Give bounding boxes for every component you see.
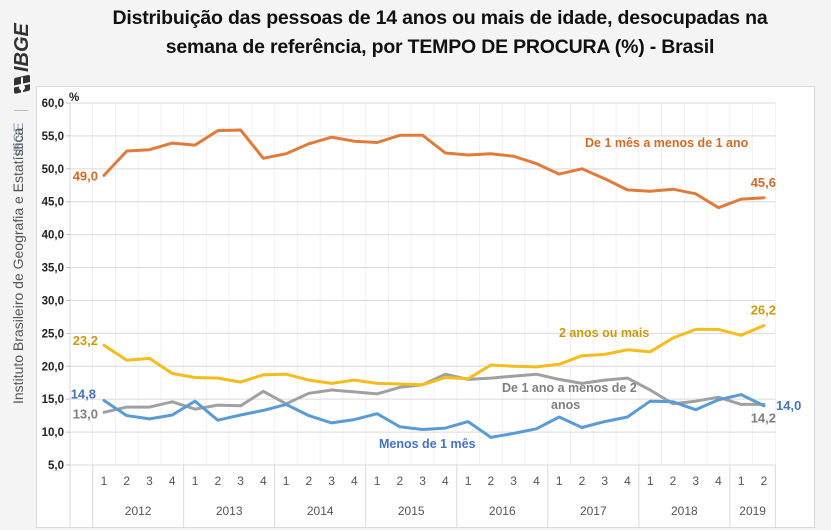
x-tick-quarter-label: 1 xyxy=(192,474,199,488)
x-tick-quarter-label: 2 xyxy=(488,474,495,488)
x-tick-quarter-label: 2 xyxy=(123,474,130,488)
x-tick-quarter-label: 4 xyxy=(351,474,358,488)
ibge-logo: IBGE xyxy=(6,6,36,96)
grid-lines xyxy=(69,102,776,528)
x-tick-quarter-label: 3 xyxy=(328,474,335,488)
x-tick-quarter-label: 3 xyxy=(237,474,244,488)
y-tick-label: 15,0 xyxy=(42,394,64,406)
logo-mark-icon xyxy=(14,74,30,94)
x-tick-quarter-label: 1 xyxy=(101,474,108,488)
x-tick-quarter-label: 4 xyxy=(169,474,176,488)
y-tick-label: 40,0 xyxy=(42,230,64,242)
x-tick-quarter-label: 3 xyxy=(146,474,153,488)
first-value-label: 23,2 xyxy=(73,333,98,348)
y-tick-label: 60,0 xyxy=(42,98,64,110)
x-tick-quarter-label: 1 xyxy=(374,474,381,488)
last-value-label: 14,2 xyxy=(751,410,776,425)
series-name-label: De 1 mês a menos de 1 ano xyxy=(585,136,749,150)
x-tick-quarter-label: 2 xyxy=(214,474,221,488)
x-tick-quarter-label: 3 xyxy=(419,474,426,488)
first-value-label: 49,0 xyxy=(73,168,98,183)
y-tick-label: 10,0 xyxy=(42,427,64,439)
series-line-2 xyxy=(102,372,766,414)
x-tick-quarter-label: 2 xyxy=(670,474,677,488)
x-tick-quarter-label: 1 xyxy=(738,474,745,488)
x-tick-quarter-label: 4 xyxy=(624,474,631,488)
x-tick-year-label: 2013 xyxy=(216,504,243,518)
x-tick-year-label: 2017 xyxy=(580,504,607,518)
data-labels: 49,0 45,6 23,2 26,2 13,0 14,2 14,8 14,0 De 1 mês… xyxy=(71,136,802,451)
x-tick-quarter-label: 1 xyxy=(283,474,290,488)
series-lines xyxy=(102,128,766,439)
y-tick-label: 30,0 xyxy=(42,295,64,307)
x-tick-quarter-label: 1 xyxy=(647,474,654,488)
sidebar-divider xyxy=(14,110,28,111)
x-tick-quarter-label: 2 xyxy=(579,474,586,488)
series-line-3 xyxy=(102,393,766,439)
x-tick-quarter-label: 2 xyxy=(397,474,404,488)
series-name-label: 2 anos ou mais xyxy=(559,326,649,340)
first-value-label: 13,0 xyxy=(73,406,98,421)
series-line-1 xyxy=(102,324,766,387)
x-tick-quarter-label: 4 xyxy=(533,474,540,488)
x-axis: 1 2 3 4 1 2 3 4 1 2 3 4 1 2 3 4 1 2 3 4 1 2 3 4 1 2 3 4 1 2 2012 2013 20… xyxy=(70,464,776,527)
y-tick-label: 25,0 xyxy=(42,328,64,340)
y-axis-unit-label: % xyxy=(69,92,79,104)
x-tick-quarter-label: 2 xyxy=(305,474,312,488)
chart-title-line-2: semana de referência, por TEMPO DE PROCU… xyxy=(165,36,715,58)
last-value-label: 26,2 xyxy=(751,302,776,317)
x-tick-quarter-label: 3 xyxy=(692,474,699,488)
logo-text: IBGE xyxy=(11,22,33,72)
x-tick-year-label: 2014 xyxy=(307,504,334,518)
x-tick-quarter-label: 4 xyxy=(442,474,449,488)
last-value-label: 14,0 xyxy=(776,398,801,413)
x-tick-year-label: 2016 xyxy=(489,504,516,518)
first-value-label: 14,8 xyxy=(71,386,96,401)
y-tick-label: 20,0 xyxy=(42,361,64,373)
x-tick-year-label: 2012 xyxy=(125,504,152,518)
x-tick-quarter-label: 2 xyxy=(761,474,768,488)
x-tick-year-label: 2018 xyxy=(671,504,698,518)
y-tick-label: 45,0 xyxy=(42,197,64,209)
x-tick-quarter-label: 4 xyxy=(260,474,267,488)
y-tick-label: 55,0 xyxy=(42,131,64,143)
series-name-label: De 1 ano a menos de 2 xyxy=(502,381,637,395)
chart-title-line-1: Distribuição das pessoas de 14 anos ou m… xyxy=(112,7,768,29)
chart-title: Distribuição das pessoas de 14 anos ou m… xyxy=(55,4,825,62)
x-tick-quarter-label: 1 xyxy=(556,474,563,488)
series-line-0 xyxy=(102,128,766,210)
x-tick-quarter-label: 4 xyxy=(715,474,722,488)
last-value-label: 45,6 xyxy=(751,175,776,190)
x-tick-year-label: 2015 xyxy=(398,504,425,518)
y-axis-ticks: 5,0 10,0 15,0 20,0 25,0 30,0 35,0 40,0 45,0 50,0 5… xyxy=(42,98,70,472)
chart-frame xyxy=(36,86,815,528)
x-tick-year-label: 2019 xyxy=(739,504,766,518)
y-tick-label: 50,0 xyxy=(42,164,64,176)
x-tick-quarter-label: 3 xyxy=(601,474,608,488)
x-tick-quarter-label: 3 xyxy=(510,474,517,488)
ibge-logo-icon: IBGE xyxy=(11,22,33,94)
series-name-label: Menos de 1 mês xyxy=(379,437,476,451)
series-name-label: anos xyxy=(551,398,580,412)
x-tick-quarter-label: 1 xyxy=(465,474,472,488)
y-tick-label: 35,0 xyxy=(42,263,64,275)
y-tick-label: 5,0 xyxy=(48,460,64,472)
